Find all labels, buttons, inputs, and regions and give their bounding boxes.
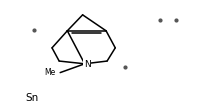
Text: N: N: [84, 60, 91, 69]
Text: Sn: Sn: [25, 94, 38, 103]
Text: Me: Me: [44, 68, 55, 77]
